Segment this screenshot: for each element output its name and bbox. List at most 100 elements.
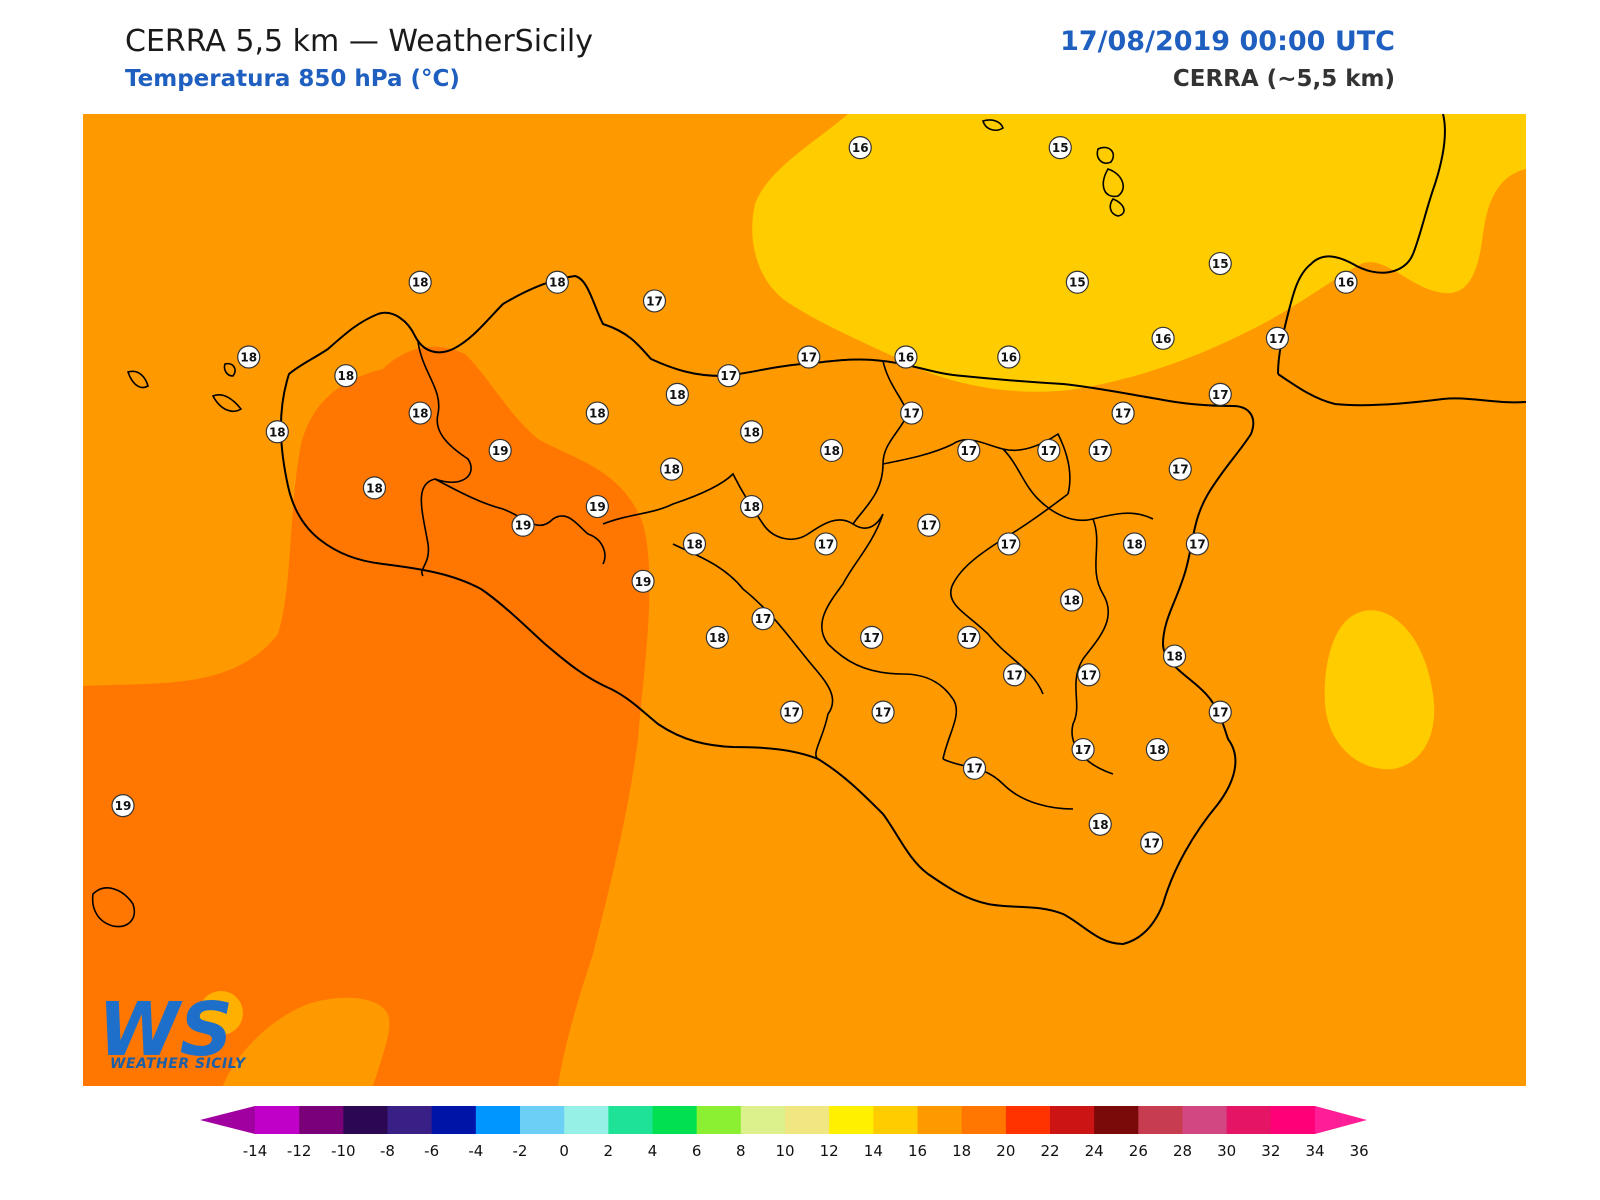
temperature-label: 17 [797, 345, 821, 369]
temperature-label: 17 [900, 401, 924, 425]
colorbar-segment [1226, 1106, 1272, 1134]
colorbar-segment [873, 1106, 918, 1134]
label-marker [957, 625, 981, 649]
temperature-labels: 16 15 15 16 18 18 17 15 18 18 17 17 16 16 16 17 18 18 18 17… [111, 136, 1358, 855]
temperature-label: 19 [585, 494, 609, 519]
label-marker [900, 401, 924, 425]
label-value: 17 [966, 762, 983, 776]
colorbar-tick-label: 14 [864, 1142, 883, 1160]
label-value: 18 [412, 276, 429, 290]
label-marker [1088, 812, 1112, 836]
label-value: 18 [366, 481, 383, 495]
label-value: 15 [1212, 257, 1229, 271]
label-value: 18 [709, 631, 726, 645]
label-marker [511, 513, 535, 537]
label-value: 18 [663, 463, 680, 477]
label-marker [1208, 251, 1232, 276]
label-marker [740, 420, 764, 444]
temperature-label: 19 [111, 794, 135, 818]
temperature-label: 18 [660, 457, 684, 481]
label-value: 17 [1080, 668, 1097, 682]
temperature-label: 17 [1185, 532, 1209, 556]
temperature-label: 18 [237, 345, 261, 369]
label-value: 18 [823, 444, 840, 458]
label-value: 18 [686, 537, 703, 551]
label-marker [265, 420, 289, 444]
label-marker [1037, 438, 1061, 463]
label-value: 17 [1269, 332, 1286, 346]
label-marker [1048, 136, 1072, 160]
colorbar-tick-label: 26 [1129, 1142, 1148, 1160]
temperature-label: 16 [848, 136, 872, 160]
temperature-label: 18 [334, 364, 358, 388]
label-marker [665, 382, 689, 406]
label-marker [1002, 663, 1027, 687]
temperature-label: 18 [1162, 644, 1187, 668]
temperature-label: 18 [665, 382, 689, 406]
label-marker [894, 345, 918, 369]
label-marker [1122, 532, 1147, 556]
colorbar-segment [299, 1106, 344, 1134]
label-value: 17 [960, 631, 977, 645]
temperature-label: 17 [1071, 737, 1095, 762]
temperature-label: 17 [717, 364, 741, 388]
calabria-coastline [1277, 114, 1526, 407]
colorbar-segment [829, 1106, 874, 1134]
temperature-label: 18 [740, 420, 764, 444]
label-value: 18 [743, 425, 760, 439]
label-value: 17 [818, 537, 835, 551]
temperature-label: 18 [362, 476, 387, 500]
colorbar-segment [652, 1106, 698, 1134]
label-value: 18 [240, 351, 257, 365]
label-marker [997, 345, 1021, 369]
temperature-map: 16 15 15 16 18 18 17 15 18 18 17 17 16 16 16 17 18 18 18 17… [83, 114, 1526, 1086]
label-marker [1208, 382, 1232, 406]
label-marker [917, 513, 941, 537]
label-marker [1334, 270, 1358, 294]
label-marker [705, 625, 729, 649]
logo-initials: WS [98, 987, 233, 1073]
temperature-label: 17 [751, 607, 775, 631]
temperature-label: 17 [957, 438, 981, 463]
temperature-label: 19 [488, 438, 512, 463]
label-value: 17 [755, 612, 772, 626]
label-value: 19 [589, 500, 606, 514]
colorbar-tick-label: 16 [908, 1142, 927, 1160]
colorbar-segment [740, 1106, 786, 1134]
label-value: 18 [549, 276, 566, 290]
colorbar-segment [696, 1106, 742, 1134]
colorbar-segment [785, 1106, 830, 1134]
colorbar-segment [1005, 1106, 1051, 1134]
temperature-label: 17 [780, 700, 804, 724]
label-value: 18 [269, 425, 286, 439]
temperature-label: 18 [1122, 532, 1147, 556]
label-marker [1168, 457, 1192, 481]
label-marker [717, 364, 741, 388]
colorbar-low-arrow [200, 1106, 255, 1134]
label-marker [585, 401, 609, 425]
label-value: 19 [515, 519, 532, 533]
temperature-label: 18 [408, 401, 432, 425]
temperature-label: 17 [1088, 438, 1112, 463]
label-marker [334, 364, 358, 388]
colorbar-segment [1138, 1106, 1183, 1134]
label-marker [408, 270, 432, 294]
label-marker [1065, 270, 1089, 294]
label-marker [408, 401, 432, 425]
temperature-label: 16 [1151, 326, 1175, 350]
label-marker [631, 569, 655, 593]
temperature-label: 18 [820, 438, 844, 463]
logo-brand-name: WEATHER SICILY [110, 1056, 246, 1072]
label-value: 18 [1092, 818, 1109, 832]
colorbar-tick-label: -6 [424, 1142, 439, 1160]
label-marker [1265, 326, 1290, 350]
label-marker [237, 345, 261, 369]
colorbar-tick-label: 6 [692, 1142, 702, 1160]
temperature-label: 15 [1048, 136, 1072, 160]
colorbar-segment [255, 1106, 300, 1134]
label-value: 17 [875, 706, 892, 720]
label-value: 15 [1069, 276, 1086, 290]
colorbar-tick-label: 32 [1261, 1142, 1280, 1160]
label-marker [814, 532, 838, 556]
colorbar-segment [961, 1106, 1007, 1134]
